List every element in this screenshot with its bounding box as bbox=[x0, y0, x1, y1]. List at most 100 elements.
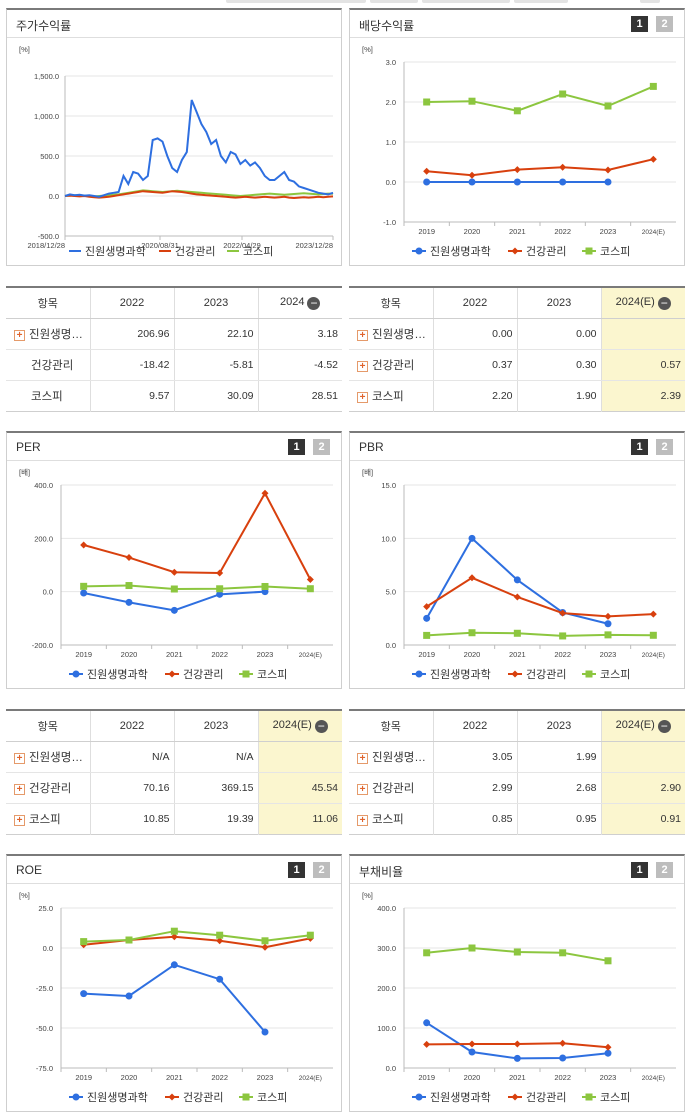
row-name: 진원생명… bbox=[372, 328, 426, 341]
row-name-cell[interactable]: + 코스피 bbox=[6, 803, 90, 834]
collapse-icon[interactable]: − bbox=[657, 296, 671, 310]
legend-item[interactable]: 코스피 bbox=[582, 1091, 630, 1104]
value-cell bbox=[600, 318, 685, 350]
legend-item[interactable]: 건강관리 bbox=[159, 245, 215, 258]
legend-item[interactable]: 건강관리 bbox=[165, 668, 223, 681]
legend-item[interactable]: 코스피 bbox=[239, 668, 287, 681]
legend-marker bbox=[511, 670, 519, 678]
tab-1-button[interactable]: 1 bbox=[631, 439, 648, 455]
collapse-icon[interactable]: − bbox=[307, 296, 321, 310]
legend-marker bbox=[585, 1093, 593, 1101]
row-name-cell[interactable]: + 코스피 bbox=[349, 803, 433, 834]
series-line bbox=[83, 963, 266, 1033]
data-point bbox=[468, 178, 476, 186]
data-point bbox=[513, 107, 521, 115]
data-point bbox=[80, 589, 88, 597]
legend-item[interactable]: 진원생명과학 bbox=[412, 245, 491, 258]
legend-label: 코스피 bbox=[257, 668, 287, 681]
tab-2-button[interactable]: 2 bbox=[313, 439, 330, 455]
row-name-cell[interactable]: + 진원생명… bbox=[349, 318, 433, 350]
legend-marker bbox=[415, 670, 423, 678]
unit-label: [%] bbox=[362, 45, 373, 54]
series-2 bbox=[80, 582, 314, 593]
value-cell: 0.91 bbox=[600, 803, 685, 834]
value-cell: 1.90 bbox=[516, 380, 601, 411]
row-name-cell[interactable]: + 진원생명… bbox=[349, 741, 433, 773]
data-point bbox=[125, 992, 133, 1000]
legend-item[interactable]: 진원생명과학 bbox=[412, 668, 491, 681]
expand-icon[interactable]: + bbox=[14, 752, 25, 764]
stock-return-chart: [%] 1,500.0 1,000.0 500.0 0.0 -500.02018/12/2… bbox=[19, 45, 334, 258]
data-point bbox=[306, 576, 314, 584]
expand-icon[interactable]: + bbox=[357, 391, 368, 403]
legend-item[interactable]: 건강관리 bbox=[508, 1091, 566, 1104]
x-tick-label: 2022 bbox=[211, 650, 228, 659]
series-line bbox=[83, 584, 311, 591]
y-tick-label: 10.0 bbox=[381, 534, 396, 543]
tab-1-button[interactable]: 1 bbox=[631, 16, 648, 32]
expand-icon[interactable]: + bbox=[357, 814, 368, 826]
x-tick-label: 2022/04/29 bbox=[223, 241, 261, 250]
series-0 bbox=[423, 1019, 612, 1062]
legend-item[interactable]: 진원생명과학 bbox=[69, 668, 148, 681]
expand-icon[interactable]: + bbox=[357, 783, 368, 795]
x-tick-label: 2021 bbox=[166, 1073, 183, 1082]
legend-item[interactable]: 코스피 bbox=[582, 245, 630, 258]
pbr-table: 항목 2022 2023 2024(E) − + 진원생명… 3.05 1.99 + 건강관리 2.9… bbox=[349, 709, 685, 835]
row-name-cell[interactable]: + 건강관리 bbox=[349, 349, 433, 381]
tab-1-button[interactable]: 1 bbox=[631, 862, 648, 878]
y-tick-label: -25.0 bbox=[36, 984, 53, 993]
legend-item[interactable]: 코스피 bbox=[582, 668, 630, 681]
table-row: + 코스피 10.85 19.39 11.06 bbox=[6, 803, 342, 834]
legend-item[interactable]: 코스피 bbox=[239, 1091, 287, 1104]
row-name-cell[interactable]: + 건강관리 bbox=[349, 772, 433, 804]
header-label: 항목 bbox=[37, 297, 58, 310]
legend-item[interactable]: 건강관리 bbox=[165, 1091, 223, 1104]
legend-marker bbox=[415, 247, 423, 255]
x-tick-label: 2021 bbox=[509, 227, 526, 236]
tab-1-button[interactable]: 1 bbox=[288, 862, 305, 878]
value-cell: 45.54 bbox=[257, 772, 342, 804]
row-name-cell[interactable]: + 코스피 bbox=[349, 380, 433, 411]
tab-2-button[interactable]: 2 bbox=[656, 439, 673, 455]
y-tick-label: 1,000.0 bbox=[34, 112, 59, 121]
tab-2-button[interactable]: 2 bbox=[313, 862, 330, 878]
row-name-cell[interactable]: + 진원생명… bbox=[6, 741, 90, 773]
tab-2-button[interactable]: 2 bbox=[656, 16, 673, 32]
header-year: 2024(E) − bbox=[600, 710, 685, 742]
data-point bbox=[261, 1028, 269, 1036]
value-cell: 11.06 bbox=[257, 803, 342, 834]
data-point bbox=[559, 163, 567, 171]
legend-item[interactable]: 진원생명과학 bbox=[69, 1091, 148, 1104]
row-name: 코스피 bbox=[372, 390, 404, 403]
value-cell: 10.85 bbox=[89, 803, 174, 834]
expand-icon[interactable]: + bbox=[14, 783, 25, 795]
legend-item[interactable]: 진원생명과학 bbox=[69, 245, 146, 258]
tab-1-button[interactable]: 1 bbox=[288, 439, 305, 455]
legend-item[interactable]: 진원생명과학 bbox=[412, 1091, 491, 1104]
row-name: 진원생명… bbox=[29, 328, 83, 341]
y-tick-label: 0.0 bbox=[386, 1064, 396, 1073]
legend-marker bbox=[585, 247, 593, 255]
data-point bbox=[649, 631, 657, 639]
expand-icon[interactable]: + bbox=[14, 814, 25, 826]
row-name-cell[interactable]: + 진원생명… bbox=[6, 318, 90, 350]
tab-2-button[interactable]: 2 bbox=[656, 862, 673, 878]
table-row: + 코스피 2.20 1.90 2.39 bbox=[349, 380, 685, 411]
value-cell: -18.42 bbox=[89, 349, 174, 381]
legend-item[interactable]: 건강관리 bbox=[508, 668, 566, 681]
expand-icon[interactable]: + bbox=[357, 752, 368, 764]
data-point bbox=[80, 938, 88, 946]
collapse-icon[interactable]: − bbox=[314, 719, 328, 733]
legend-item[interactable]: 건강관리 bbox=[508, 245, 566, 258]
header-label: 2024(E) bbox=[272, 718, 312, 731]
row-name-cell[interactable]: + 건강관리 bbox=[6, 772, 90, 804]
y-tick-label: -75.0 bbox=[36, 1064, 53, 1073]
expand-icon[interactable]: + bbox=[357, 329, 368, 341]
top-tab-strip bbox=[0, 0, 691, 4]
y-tick-label: -50.0 bbox=[36, 1024, 53, 1033]
expand-icon[interactable]: + bbox=[14, 329, 25, 341]
collapse-icon[interactable]: − bbox=[657, 719, 671, 733]
expand-icon[interactable]: + bbox=[357, 360, 368, 372]
legend-item[interactable]: 코스피 bbox=[227, 245, 273, 258]
